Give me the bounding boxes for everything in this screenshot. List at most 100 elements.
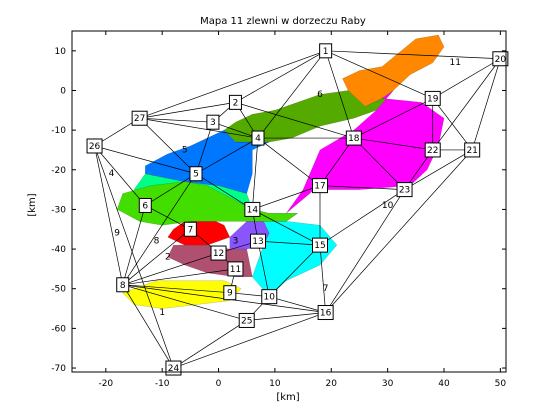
edge-6-8 — [122, 205, 146, 285]
node-label-9: 9 — [227, 289, 233, 299]
node-10: 10 — [261, 289, 278, 305]
edge-20-22 — [432, 58, 501, 151]
node-label-3: 3 — [210, 118, 216, 128]
edge-19-20 — [432, 58, 501, 99]
y-tick-label: -50 — [51, 285, 66, 295]
node-box-2 — [228, 94, 242, 110]
node-2: 2 — [228, 94, 242, 110]
x-axis-label: [km] — [276, 392, 299, 403]
edge-1-2 — [235, 50, 326, 103]
node-box-1 — [319, 43, 333, 59]
edge-27-5 — [139, 117, 197, 174]
edge-4-14 — [252, 138, 259, 210]
edge-27-2 — [139, 102, 236, 119]
edge-10-16 — [269, 296, 326, 313]
node-11: 11 — [227, 261, 244, 277]
node-label-4: 4 — [255, 134, 261, 144]
region-label-9: 9 — [114, 229, 120, 239]
edge-1-27 — [139, 50, 326, 119]
node-box-12 — [210, 245, 227, 261]
node-label-5: 5 — [193, 170, 199, 180]
plot-area-frame — [71, 30, 507, 373]
node-label-14: 14 — [247, 205, 259, 215]
edge-7-8 — [122, 228, 191, 286]
node-18: 18 — [345, 130, 362, 146]
edge-15-23 — [319, 189, 405, 246]
node-6: 6 — [138, 197, 152, 213]
y-tick-label: -30 — [51, 205, 66, 215]
region-label-10: 10 — [382, 201, 394, 211]
node-27: 27 — [131, 110, 148, 126]
node-box-5 — [189, 166, 203, 182]
node-19: 19 — [424, 90, 441, 106]
node-16: 16 — [317, 305, 334, 321]
edge-20-21 — [471, 58, 501, 151]
edge-8-24 — [122, 284, 174, 369]
edge-13-10 — [257, 241, 270, 297]
edge-5-14 — [195, 173, 253, 210]
node-box-18 — [345, 130, 362, 146]
node-4: 4 — [251, 130, 265, 146]
edge-13-15 — [257, 240, 321, 246]
x-tick-label: -10 — [155, 379, 170, 389]
node-3: 3 — [206, 114, 220, 130]
edge-19-21 — [432, 98, 473, 151]
node-box-4 — [251, 130, 265, 146]
node-12: 12 — [210, 245, 227, 261]
edge-8-25 — [122, 284, 247, 321]
region-label-5: 5 — [182, 145, 188, 155]
node-label-26: 26 — [89, 142, 101, 152]
node-1: 1 — [319, 43, 333, 59]
node-9: 9 — [223, 285, 237, 301]
node-26: 26 — [86, 138, 103, 154]
edge-18-22 — [353, 137, 433, 151]
node-label-17: 17 — [314, 182, 325, 192]
edge-16-25 — [246, 312, 326, 321]
node-label-6: 6 — [142, 201, 148, 211]
node-label-8: 8 — [120, 281, 126, 291]
node-box-21 — [464, 142, 481, 158]
node-label-22: 22 — [427, 146, 438, 156]
edge-1-19 — [325, 50, 433, 99]
y-tick-label: -70 — [51, 364, 66, 374]
node-25: 25 — [238, 312, 255, 328]
node-21: 21 — [464, 142, 481, 158]
edge-26-24 — [94, 145, 174, 369]
edge-17-23 — [319, 185, 405, 190]
node-15: 15 — [312, 237, 328, 253]
y-tick-label: -10 — [51, 126, 66, 136]
region-label-1: 1 — [159, 308, 165, 318]
node-box-3 — [206, 114, 220, 130]
edge-8-9 — [122, 284, 230, 294]
node-box-26 — [86, 138, 103, 154]
edge-16-21 — [325, 149, 473, 313]
edge-8-11 — [122, 268, 236, 286]
node-box-10 — [261, 289, 278, 305]
edge-18-23 — [353, 137, 405, 190]
node-box-25 — [238, 312, 255, 328]
node-20: 20 — [492, 51, 509, 67]
node-box-17 — [312, 178, 328, 194]
edge-4-5 — [195, 137, 259, 175]
node-label-2: 2 — [233, 98, 239, 108]
node-label-20: 20 — [495, 55, 507, 65]
node-5: 5 — [189, 166, 203, 182]
node-label-12: 12 — [213, 249, 224, 259]
node-box-27 — [131, 110, 148, 126]
node-box-11 — [227, 261, 244, 277]
node-8: 8 — [116, 277, 130, 293]
node-box-16 — [317, 305, 334, 321]
node-box-6 — [138, 197, 152, 213]
node-label-18: 18 — [348, 134, 360, 144]
node-label-13: 13 — [252, 237, 263, 247]
node-label-23: 23 — [399, 186, 410, 196]
edge-14-15 — [252, 209, 321, 246]
edge-16-24 — [173, 312, 326, 369]
node-box-20 — [492, 51, 509, 67]
x-tick-label: 40 — [438, 379, 450, 389]
node-label-25: 25 — [241, 316, 252, 326]
map-title: Mapa 11 zlewni w dorzeczu Raby — [200, 16, 366, 27]
node-23: 23 — [396, 182, 413, 198]
